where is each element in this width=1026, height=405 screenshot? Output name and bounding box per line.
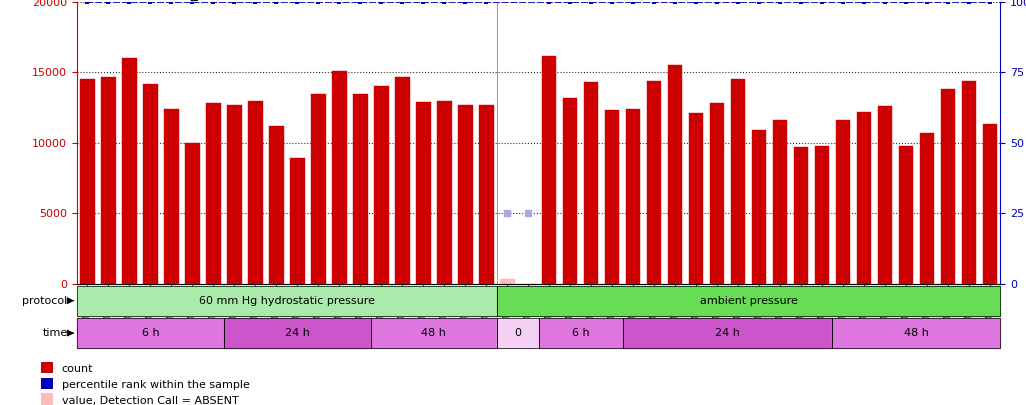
Bar [584,82,598,284]
Bar [539,318,623,348]
Text: 24 h: 24 h [285,328,310,338]
Bar [479,105,494,284]
Bar [919,133,935,284]
Bar [835,120,851,284]
Bar [899,145,913,284]
Bar [832,318,1000,348]
Bar [332,71,347,284]
Bar [539,318,623,348]
Bar [857,112,871,284]
Text: value, Detection Call = ABSENT: value, Detection Call = ABSENT [62,396,238,405]
Text: protocol: protocol [23,296,68,306]
Bar [248,100,263,284]
Bar [373,86,389,284]
Bar [437,100,451,284]
Text: 60 mm Hg hydrostatic pressure: 60 mm Hg hydrostatic pressure [199,296,374,306]
Bar [102,77,116,283]
Bar [224,318,370,348]
Text: GDS532 / 39572_at: GDS532 / 39572_at [77,0,211,1]
Bar [77,318,224,348]
Bar [143,84,158,284]
Bar [794,147,808,284]
Text: count: count [62,364,93,374]
Bar [370,318,497,348]
Bar [626,109,640,284]
Text: percentile rank within the sample: percentile rank within the sample [62,380,249,390]
Text: 6 h: 6 h [571,328,589,338]
Bar [497,286,1000,316]
Text: time: time [42,328,68,338]
Bar [877,106,893,284]
Text: 48 h: 48 h [422,328,446,338]
Bar [227,105,242,284]
Bar [497,286,1000,316]
Bar [773,120,787,284]
Bar [458,105,473,284]
Bar [815,145,829,284]
Bar [290,158,305,284]
Bar [80,79,94,284]
Bar [961,81,976,284]
Bar [623,318,832,348]
Bar [269,126,283,284]
Text: ambient pressure: ambient pressure [700,296,797,306]
Bar [604,111,620,284]
Bar [224,318,370,348]
Bar [500,279,514,284]
Bar [77,318,224,348]
Bar [353,94,367,284]
Bar [752,130,766,284]
Bar [983,124,997,284]
Bar [497,318,539,348]
Bar [710,103,724,284]
Bar [77,286,497,316]
Bar [832,318,1000,348]
Bar [623,318,832,348]
Bar [542,55,556,284]
Bar [122,58,136,284]
Text: 0: 0 [514,328,521,338]
Bar [668,65,682,283]
Bar [185,143,200,284]
Bar [206,103,221,284]
Bar [731,79,745,284]
Bar [688,113,704,284]
Bar [370,318,497,348]
Text: 48 h: 48 h [904,328,929,338]
Bar [416,102,431,284]
Bar [646,81,662,284]
Bar [563,98,578,284]
Bar [41,377,53,389]
Bar [395,77,409,283]
Text: 24 h: 24 h [715,328,740,338]
Bar [77,286,497,316]
Bar [164,109,179,284]
Text: 6 h: 6 h [142,328,159,338]
Bar [41,393,53,405]
Bar [497,318,539,348]
Bar [941,89,955,284]
Bar [311,94,325,284]
Bar [41,362,53,373]
